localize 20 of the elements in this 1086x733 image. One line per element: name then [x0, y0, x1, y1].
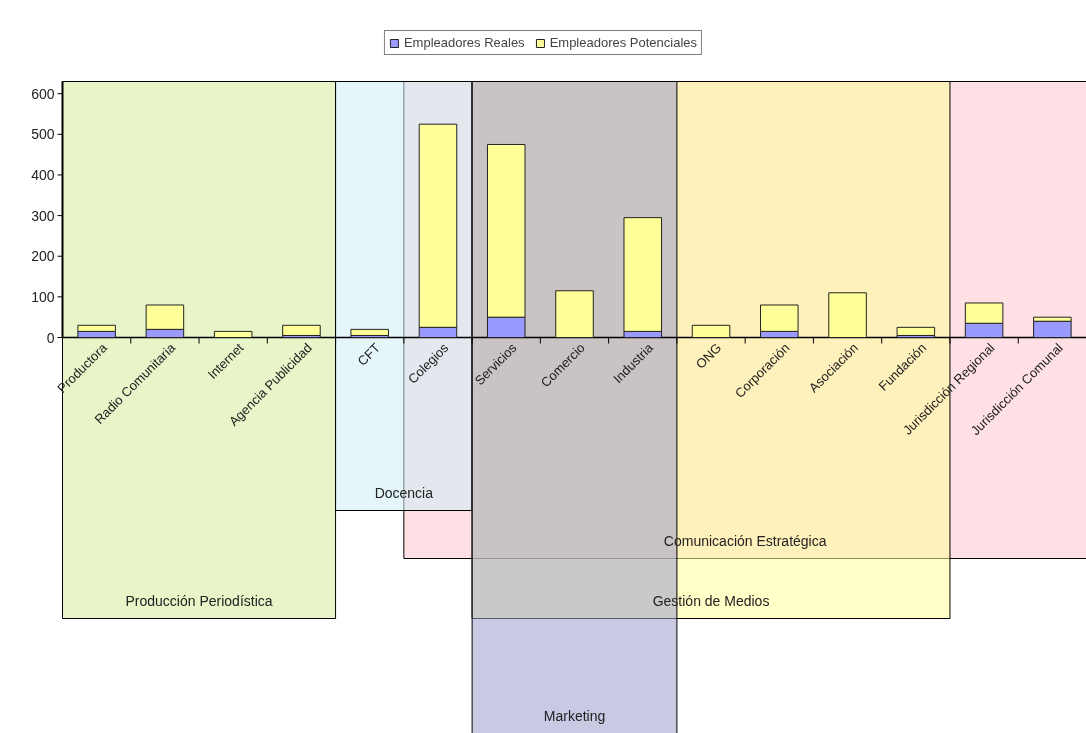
- y-tick-label: 400: [31, 166, 55, 183]
- bar: [213, 330, 253, 338]
- band-label: Producción Periodística: [125, 592, 273, 609]
- y-tick-label: 200: [31, 248, 55, 265]
- y-tick-label: 600: [31, 85, 55, 102]
- bar: [896, 326, 936, 336]
- y-tick-label: 0: [46, 329, 55, 346]
- bar: [828, 292, 867, 338]
- bar: [350, 328, 389, 336]
- bar: [1033, 320, 1072, 338]
- y-tick-label: 500: [31, 126, 55, 143]
- bar: [691, 324, 731, 338]
- y-tick-label: 100: [31, 288, 55, 305]
- band-label: Docencia: [374, 484, 434, 501]
- y-tick-label: 300: [31, 207, 55, 224]
- bar: [282, 324, 321, 336]
- band-label: Marketing: [543, 707, 606, 724]
- legend-label: Empleadores Potenciales: [549, 35, 698, 50]
- legend-label: Empleadores Reales: [403, 35, 525, 50]
- bar: [555, 290, 594, 338]
